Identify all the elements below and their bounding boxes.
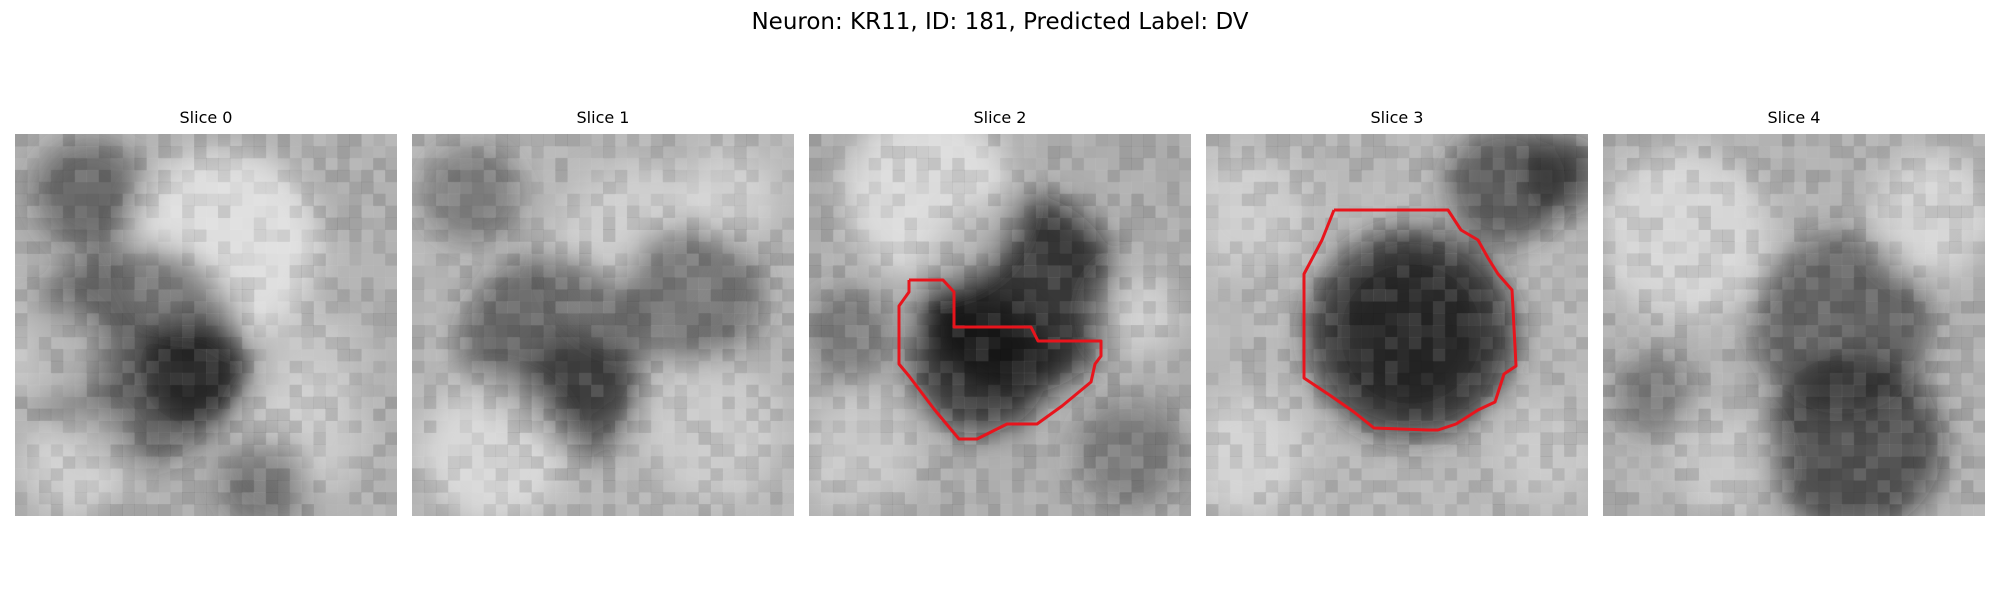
slice-image-2: [809, 134, 1191, 516]
slice-image-1: [412, 134, 794, 516]
segmentation-outline: [897, 278, 1103, 441]
slice-panel-3: Slice 3: [1206, 108, 1588, 516]
slice-panel-0: Slice 0: [15, 108, 397, 516]
figure-title: Neuron: KR11, ID: 181, Predicted Label: …: [751, 9, 1249, 35]
slice-image-0: [15, 134, 397, 516]
slice-panel-2: Slice 2: [809, 108, 1191, 516]
slice-panel-4: Slice 4: [1603, 108, 1985, 516]
slice-title: Slice 4: [1767, 108, 1821, 127]
slice-panel-1: Slice 1: [412, 108, 794, 516]
segmentation-outline: [1302, 208, 1518, 432]
slice-title: Slice 3: [1370, 108, 1424, 127]
slice-title: Slice 0: [179, 108, 233, 127]
slice-title: Slice 1: [576, 108, 630, 127]
slice-image-4: [1603, 134, 1985, 516]
slice-image-3: [1206, 134, 1588, 516]
slice-title: Slice 2: [973, 108, 1027, 127]
